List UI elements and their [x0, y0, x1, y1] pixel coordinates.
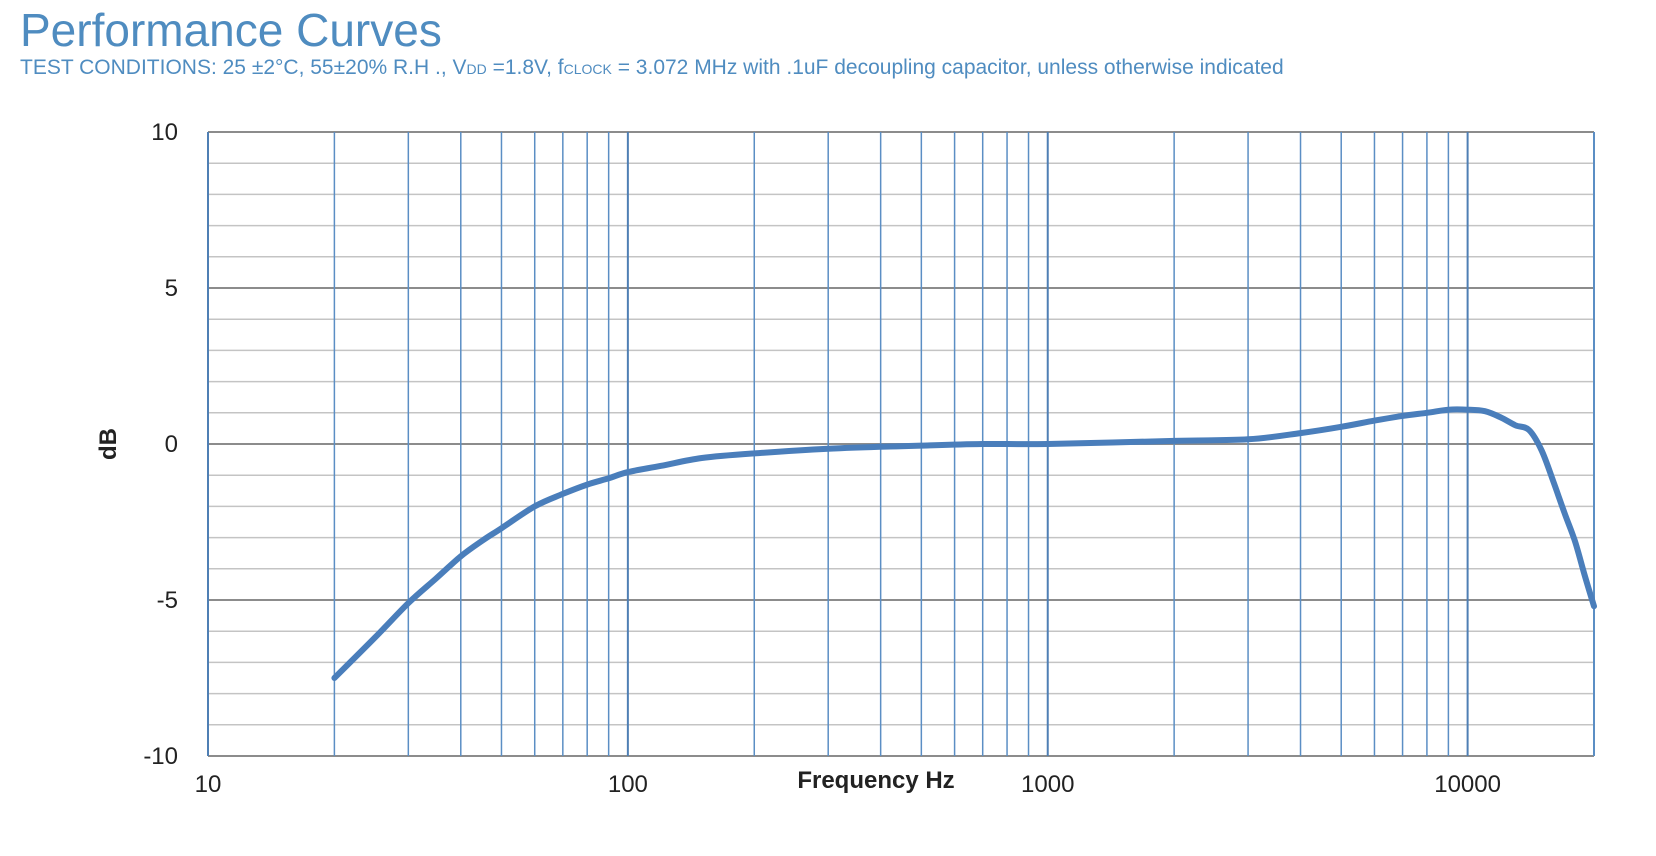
- x-tick-label: 10: [195, 771, 222, 798]
- x-tick-label: 10000: [1434, 771, 1501, 798]
- vdd-subscript: DD: [466, 61, 487, 77]
- y-tick-label: -5: [157, 587, 178, 614]
- y-tick-label: 10: [151, 119, 178, 146]
- x-tick-label: 100: [608, 771, 648, 798]
- test-conditions-text-1: TEST CONDITIONS: 25 ±2°C, 55±20% R.H ., …: [20, 56, 467, 79]
- x-tick-label: 1000: [1021, 771, 1074, 798]
- y-tick-label: -10: [143, 743, 178, 770]
- y-tick-label: 5: [165, 275, 178, 302]
- test-conditions-text-3: = 3.072 MHz with .1uF decoupling capacit…: [611, 56, 1284, 79]
- series-line: [331, 406, 1597, 681]
- y-tick-label: 0: [165, 431, 178, 458]
- grid: [207, 131, 1595, 757]
- test-conditions-text-2: =1.8V, f: [486, 56, 564, 79]
- y-axis-ticks: 10 5 0 -5 -10: [143, 119, 178, 770]
- series: [331, 406, 1597, 681]
- y-axis-label: dB: [95, 428, 122, 460]
- page-title: Performance Curves: [20, 4, 442, 56]
- test-conditions: TEST CONDITIONS: 25 ±2°C, 55±20% R.H ., …: [20, 56, 1284, 80]
- x-axis-label: Frequency Hz: [797, 767, 954, 794]
- fclock-subscript: CLOCK: [563, 61, 612, 77]
- x-axis-ticks: 10 100 1000 10000: [195, 771, 1501, 798]
